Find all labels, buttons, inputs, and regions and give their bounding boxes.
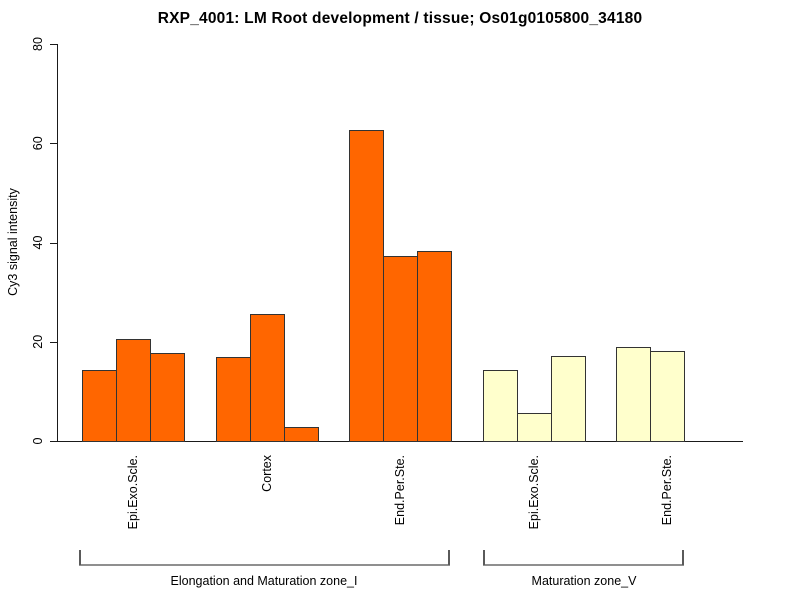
y-tick-label: 20 bbox=[31, 334, 45, 349]
zone-bracket-label: Maturation zone_V bbox=[531, 574, 637, 588]
y-tick bbox=[50, 441, 57, 442]
zone-bracket-tick bbox=[682, 550, 684, 565]
y-tick-label: 80 bbox=[31, 37, 45, 51]
y-tick bbox=[50, 242, 57, 244]
bar bbox=[517, 413, 552, 442]
x-tick-label: End.Per.Ste. bbox=[660, 455, 674, 526]
bar bbox=[82, 370, 117, 442]
zone-bracket-line bbox=[79, 564, 450, 566]
bar bbox=[150, 353, 185, 442]
y-tick bbox=[50, 44, 57, 45]
y-tick-label: 0 bbox=[31, 437, 45, 445]
bar bbox=[116, 339, 151, 442]
x-tick-label: Epi.Exo.Scle. bbox=[527, 455, 541, 530]
y-tick bbox=[50, 143, 57, 145]
zone-bracket-tick bbox=[448, 550, 450, 565]
bar bbox=[650, 351, 685, 442]
y-tick bbox=[50, 341, 57, 343]
bar bbox=[349, 130, 384, 442]
bar bbox=[216, 357, 251, 442]
chart-title: RXP_4001: LM Root development / tissue; … bbox=[157, 10, 643, 27]
y-axis-line bbox=[57, 44, 58, 442]
bar bbox=[250, 314, 285, 442]
zone-bracket-tick bbox=[483, 550, 485, 565]
zone-bracket-tick bbox=[79, 550, 81, 565]
x-tick-label: Cortex bbox=[260, 455, 274, 492]
x-tick-label: Epi.Exo.Scle. bbox=[126, 455, 140, 530]
y-tick-label: 60 bbox=[31, 136, 45, 151]
x-tick-label: End.Per.Ste. bbox=[393, 455, 407, 526]
bar bbox=[616, 347, 651, 442]
zone-bracket-line bbox=[483, 564, 684, 566]
y-tick-label: 40 bbox=[31, 235, 45, 250]
bar bbox=[483, 370, 518, 442]
bar bbox=[284, 427, 319, 442]
zone-bracket-label: Elongation and Maturation zone_I bbox=[170, 574, 358, 588]
y-axis-label: Cy3 signal intensity bbox=[6, 188, 20, 296]
bar bbox=[551, 356, 586, 442]
bar bbox=[417, 251, 452, 442]
bar bbox=[383, 256, 418, 442]
